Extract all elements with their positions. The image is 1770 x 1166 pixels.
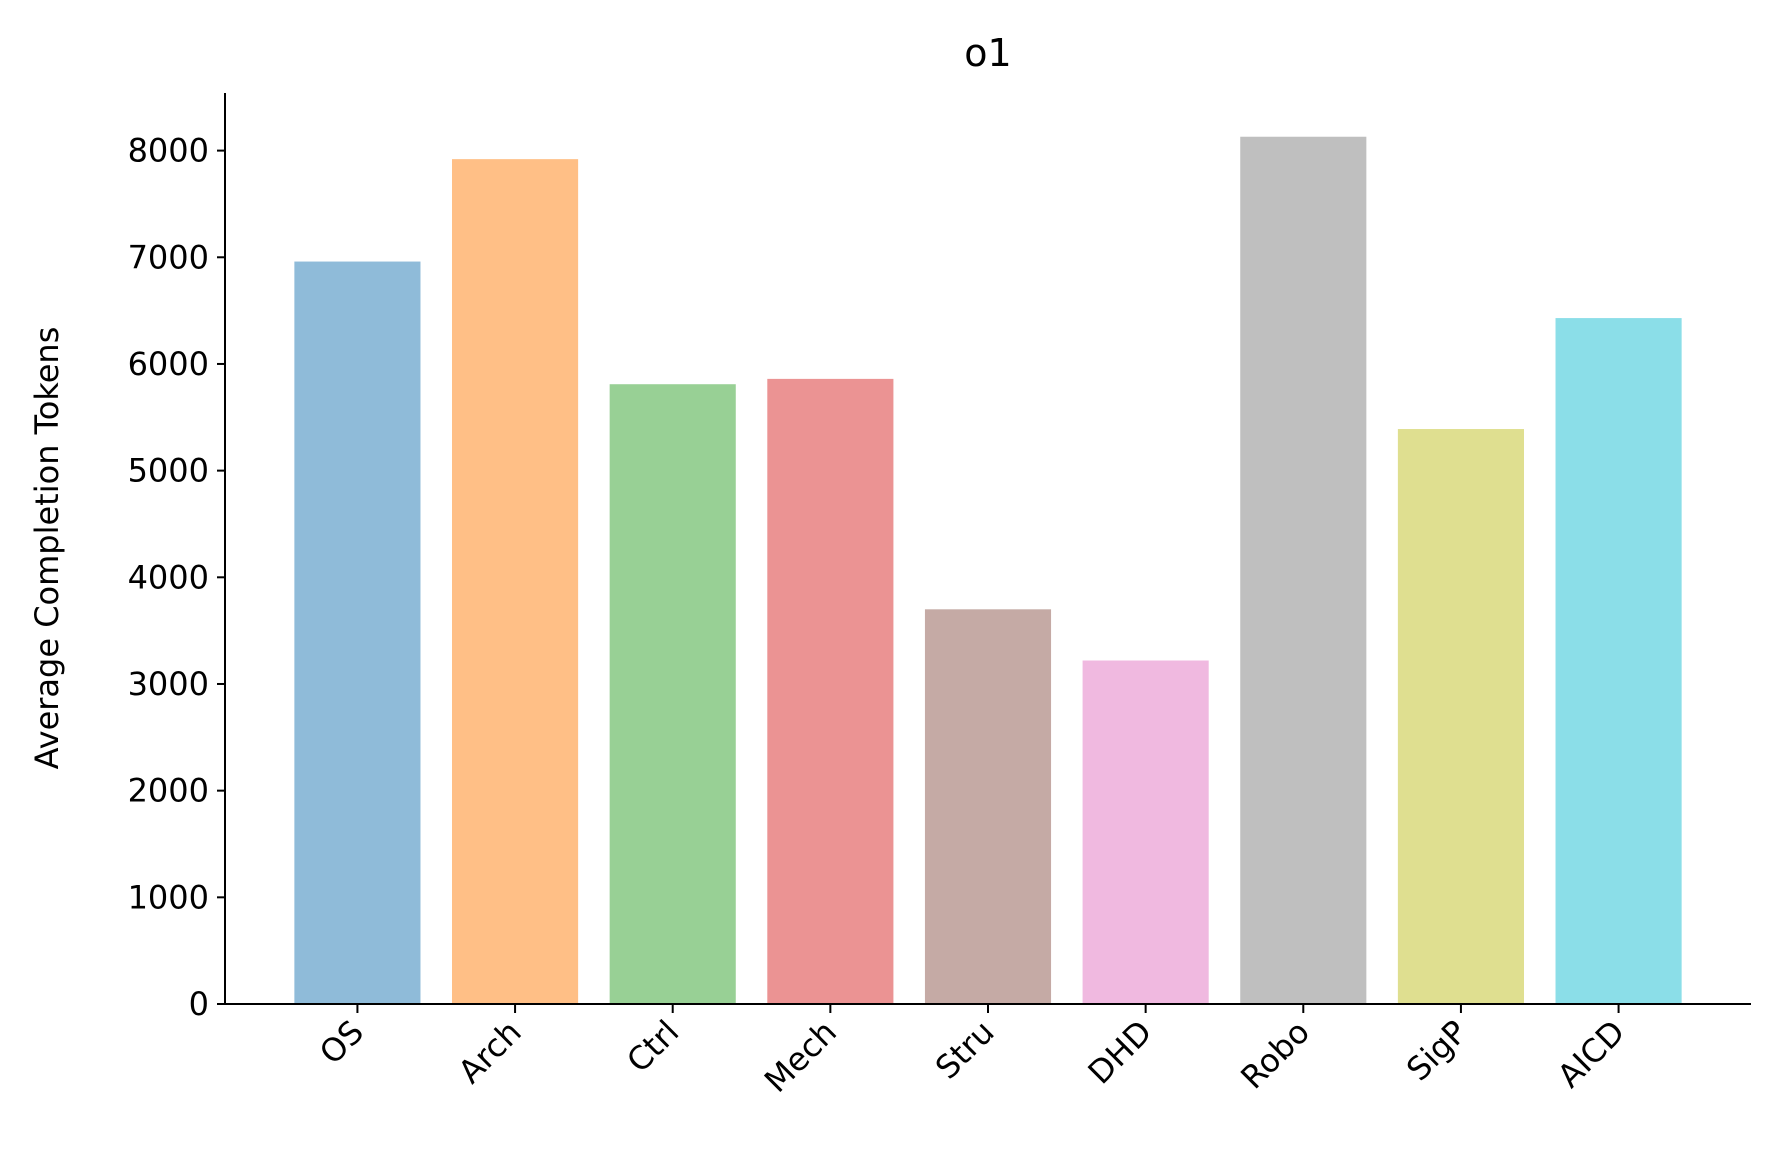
bar: [1240, 136, 1367, 1005]
x-tick-label: Arch: [451, 1013, 529, 1091]
y-tick-label: 8000: [128, 132, 209, 170]
x-tick-label: Ctrl: [619, 1013, 686, 1080]
y-tick-label: 7000: [128, 238, 209, 276]
y-tick-label: 3000: [128, 665, 209, 703]
y-axis-label: Average Completion Tokens: [28, 327, 66, 770]
x-tick-label: Mech: [757, 1013, 844, 1100]
y-tick-label: 2000: [128, 772, 209, 810]
y-tick-label: 1000: [128, 878, 209, 916]
bar: [452, 159, 579, 1004]
bar: [294, 261, 421, 1004]
bar: [767, 378, 894, 1004]
x-tick-label: OS: [312, 1013, 371, 1072]
bar: [1555, 318, 1682, 1004]
y-tick-label: 4000: [128, 558, 209, 596]
y-tick-label: 6000: [128, 345, 209, 383]
bar: [609, 384, 736, 1004]
y-tick-label: 5000: [128, 452, 209, 490]
bar: [924, 609, 1052, 1004]
bar: [1082, 660, 1209, 1004]
x-tick-label: Stru: [928, 1013, 1002, 1087]
x-tick-label: SigP: [1399, 1013, 1475, 1089]
chart-title: o1: [964, 31, 1011, 75]
x-tick-label: Robo: [1233, 1013, 1317, 1097]
x-tick-label: AICD: [1550, 1013, 1632, 1095]
y-tick-label: 0: [189, 985, 209, 1023]
x-tick-label: DHD: [1081, 1013, 1160, 1092]
bar: [1397, 429, 1524, 1004]
